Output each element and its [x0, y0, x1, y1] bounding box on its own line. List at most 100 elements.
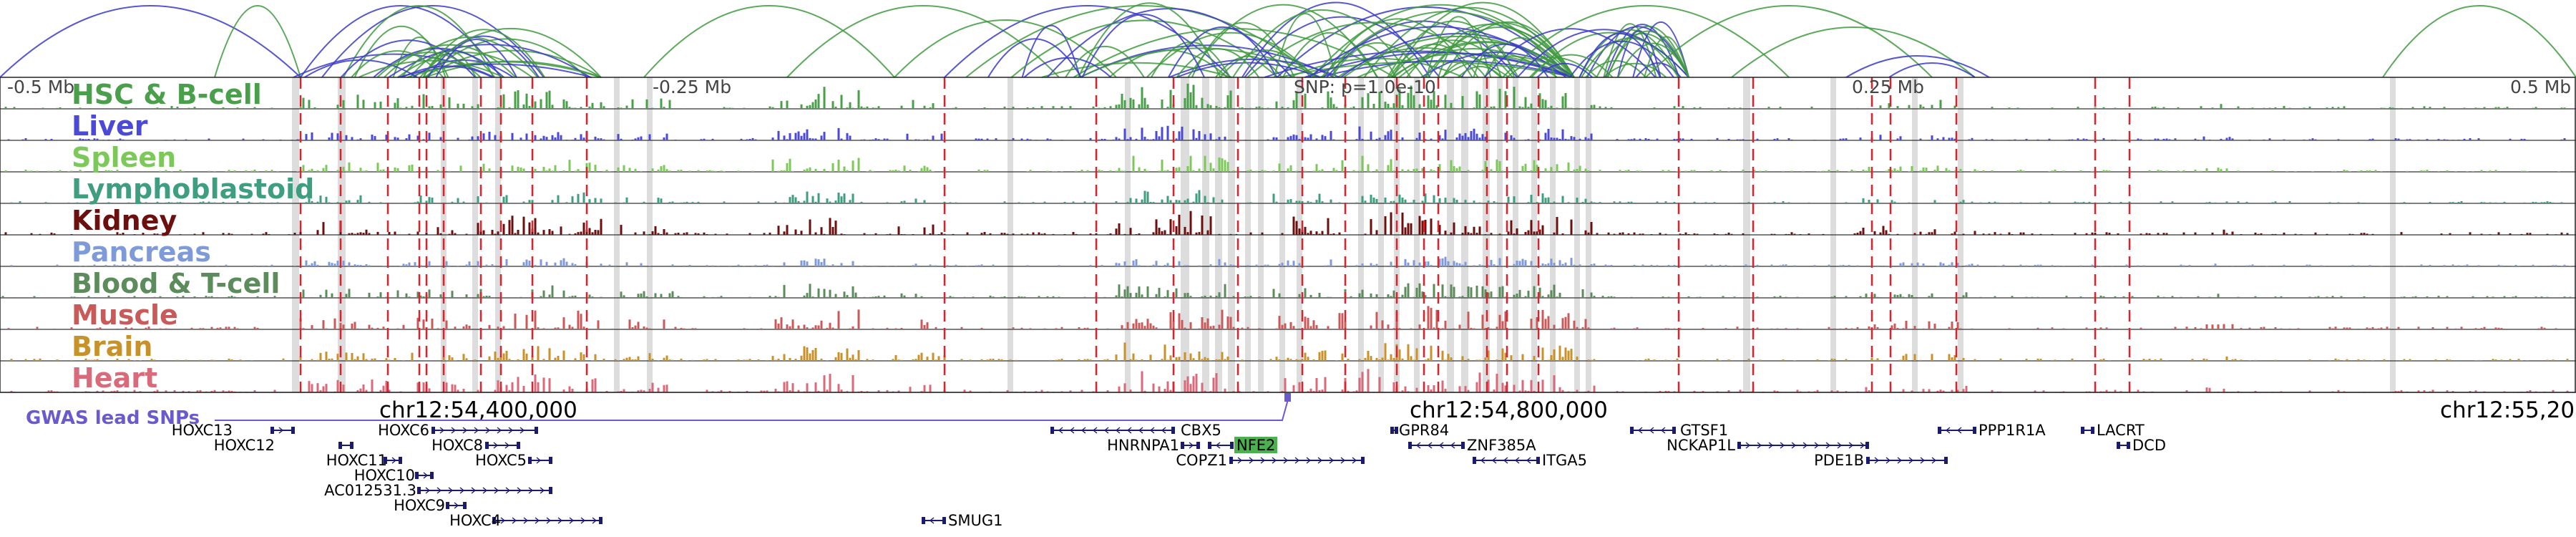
gene-gtsf1[interactable]: GTSF1	[1630, 422, 1728, 439]
gene-exon	[1461, 442, 1465, 449]
interaction-arc	[1078, 2, 1221, 78]
gene-znf385a[interactable]: ZNF385A	[1408, 437, 1536, 454]
gene-hoxc9[interactable]: HOXC9	[394, 497, 467, 514]
gene-label: LACRT	[2097, 422, 2145, 439]
gene-exon	[446, 502, 449, 509]
gene-strand-arrows	[1189, 442, 1194, 449]
interaction-arc	[1308, 26, 1566, 78]
interaction-arc	[1579, 32, 1662, 78]
interaction-arc	[1274, 13, 1337, 78]
interaction-arc	[1888, 62, 1976, 78]
track-label-spleen: Spleen	[72, 142, 176, 173]
gene-label: HOXC9	[394, 497, 445, 514]
gene-exon	[417, 487, 421, 494]
interaction-arc	[401, 37, 539, 78]
track-label-brain: Brain	[72, 331, 152, 362]
gene-exon	[1944, 457, 1948, 464]
gene-cbx5[interactable]: CBX5	[1050, 422, 1221, 439]
accessibility-peaks	[7, 125, 2566, 140]
interaction-arc	[321, 5, 545, 78]
gene-label: HOXC10	[354, 467, 415, 484]
gene-strand-arrows	[1415, 442, 1455, 449]
gene-exon	[942, 517, 946, 524]
gene-smug1[interactable]: SMUG1	[922, 512, 1002, 529]
gene-exon	[291, 427, 295, 434]
gene-lacrt[interactable]: LACRT	[2081, 422, 2145, 439]
gwas-connector-line	[215, 399, 1289, 421]
gene-hoxc11[interactable]: HOXC11	[326, 452, 402, 469]
gene-nckap1l[interactable]: NCKAP1L	[1667, 437, 1869, 454]
gene-hoxc6[interactable]: HOXC6	[378, 422, 538, 439]
interaction-arc	[1021, 24, 1081, 78]
gene-label: ITGA5	[1542, 452, 1587, 469]
tissue-tracks	[0, 77, 2576, 393]
gene-nfe2[interactable]: NFE2	[1208, 437, 1277, 454]
interaction-arc	[1616, 30, 1662, 78]
gene-pde1b[interactable]: PDE1B	[1814, 452, 1948, 469]
interaction-arc	[1516, 29, 1689, 78]
gene-strand-arrows	[1945, 427, 1962, 434]
interaction-arc	[397, 63, 592, 78]
interaction-arc	[1065, 45, 1145, 78]
interaction-arc	[1319, 59, 1575, 78]
accessibility-peaks	[4, 306, 2557, 329]
axis-label-mid-left: -0.25 Mb	[653, 77, 731, 97]
gene-exon	[2117, 442, 2120, 449]
gene-exon	[1390, 427, 1394, 434]
gene-hoxc5[interactable]: HOXC5	[475, 452, 552, 469]
accessibility-peaks	[1, 283, 2572, 298]
interaction-arc	[1440, 55, 1574, 78]
interaction-arc	[419, 28, 602, 78]
interaction-arc	[1617, 42, 1689, 78]
gene-itga5[interactable]: ITGA5	[1473, 452, 1587, 469]
gene-exon	[1938, 427, 1941, 434]
gene-hoxc4[interactable]: HOXC4	[449, 512, 602, 529]
gene-strand-arrows	[536, 457, 542, 464]
interaction-arc	[1398, 42, 1575, 78]
gene-exon	[1208, 442, 1211, 449]
gene-label: HOXC8	[431, 437, 483, 454]
gene-hnrnpa1[interactable]: HNRNPA1	[1107, 437, 1200, 454]
accessibility-peaks	[4, 211, 2569, 235]
gene-dcd[interactable]: DCD	[2117, 437, 2166, 454]
gene-exon	[1536, 457, 1540, 464]
interaction-arc	[1502, 5, 1790, 78]
gene-copz1[interactable]: COPZ1	[1176, 452, 1365, 469]
interaction-arc	[987, 38, 1082, 78]
gene-exon	[1408, 442, 1412, 449]
gene-ac012531-3[interactable]: AC012531.3	[324, 482, 552, 499]
interaction-arc	[1635, 62, 1682, 78]
gene-strand-arrows	[1237, 457, 1357, 464]
interaction-arc	[1586, 26, 1689, 78]
gene-exon	[430, 472, 434, 479]
gene-label: PDE1B	[1814, 452, 1864, 469]
gene-exon	[485, 442, 489, 449]
interaction-arc	[351, 50, 444, 78]
gene-label: DCD	[2132, 437, 2166, 454]
track-0	[0, 83, 2576, 110]
gene-exon	[535, 427, 538, 434]
gene-gpr84[interactable]: GPR84	[1390, 422, 1449, 439]
gene-exon	[1361, 457, 1365, 464]
gene-label: HOXC11	[326, 452, 387, 469]
track-label-hsc-b-cell: HSC & B-cell	[72, 79, 262, 110]
gene-hoxc12[interactable]: HOXC12	[214, 437, 353, 454]
gene-strand-arrows	[425, 487, 545, 494]
interaction-arc	[1473, 44, 1515, 78]
gene-exon	[338, 442, 342, 449]
gene-label: COPZ1	[1176, 452, 1227, 469]
gwas-snp-marker	[1284, 393, 1291, 402]
gene-hoxc13[interactable]: HOXC13	[172, 422, 295, 439]
gene-hoxc8[interactable]: HOXC8	[431, 437, 520, 454]
track-label-liver: Liver	[72, 110, 148, 142]
gene-ppp1r1a[interactable]: PPP1R1A	[1938, 422, 2046, 439]
interaction-arc	[1219, 49, 1312, 78]
interaction-arc	[1241, 1, 1431, 78]
interaction-arc	[376, 52, 482, 78]
gene-exon	[1171, 427, 1175, 434]
gene-exon	[1230, 442, 1234, 449]
gene-strand-arrows	[493, 442, 510, 449]
interaction-arc	[1604, 24, 1680, 78]
gene-hoxc10[interactable]: HOXC10	[354, 467, 434, 484]
track-8	[0, 342, 2576, 362]
